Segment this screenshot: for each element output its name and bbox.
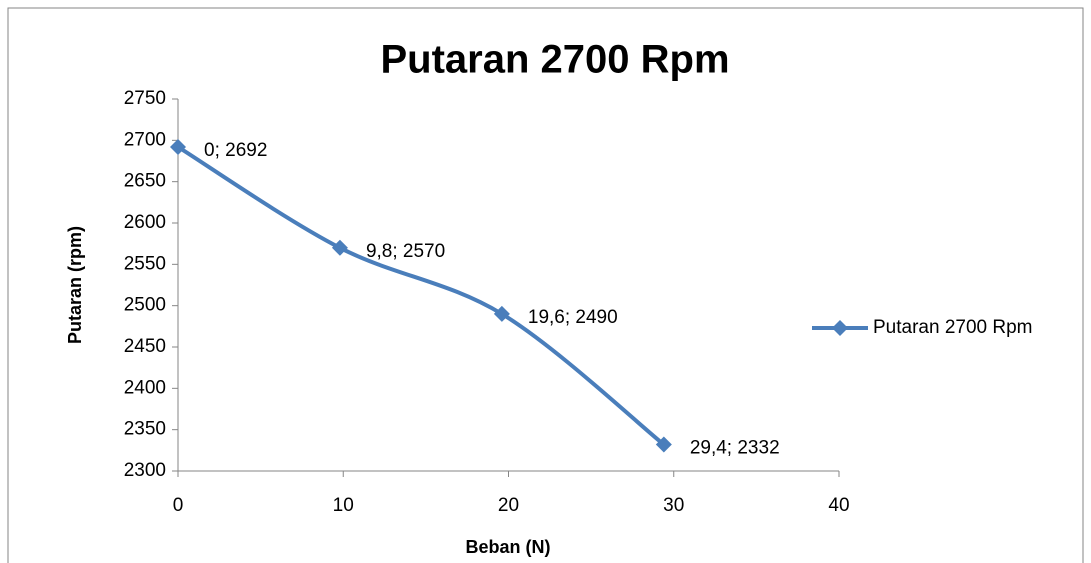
x-tick-label: 0 (173, 495, 184, 516)
marker (493, 305, 510, 322)
legend-marker (832, 320, 848, 336)
y-tick-label: 2450 (124, 336, 166, 357)
data-label: 9,8; 2570 (366, 241, 445, 262)
series-line (176, 145, 666, 447)
y-tick-label: 2300 (124, 460, 166, 481)
x-tick-label: 10 (333, 495, 354, 516)
y-tick-label: 2650 (124, 171, 166, 192)
data-label: 19,6; 2490 (528, 307, 618, 328)
legend-label: Putaran 2700 Rpm (873, 317, 1033, 338)
y-tick-label: 2550 (124, 253, 166, 274)
y-tick-label: 2350 (124, 419, 166, 440)
y-tick-label: 2400 (124, 377, 166, 398)
y-tick-label: 2600 (124, 212, 166, 233)
data-label: 29,4; 2332 (690, 438, 780, 459)
y-tick-label: 2700 (124, 129, 166, 150)
marker (170, 138, 186, 155)
x-axis-label: Beban (N) (466, 537, 551, 557)
y-tick-label: 2500 (124, 295, 166, 316)
y-tick-label: 2750 (124, 88, 166, 109)
y-axis-label: Putaran (rpm) (65, 226, 85, 344)
chart-border (7, 7, 1084, 563)
data-label: 0; 2692 (204, 140, 267, 161)
marker (655, 436, 672, 453)
x-tick-label: 40 (828, 495, 849, 516)
marker (331, 239, 348, 256)
x-tick-label: 20 (498, 495, 519, 516)
chart-title: Putaran 2700 Rpm (380, 38, 729, 82)
x-tick-label: 30 (663, 495, 684, 516)
